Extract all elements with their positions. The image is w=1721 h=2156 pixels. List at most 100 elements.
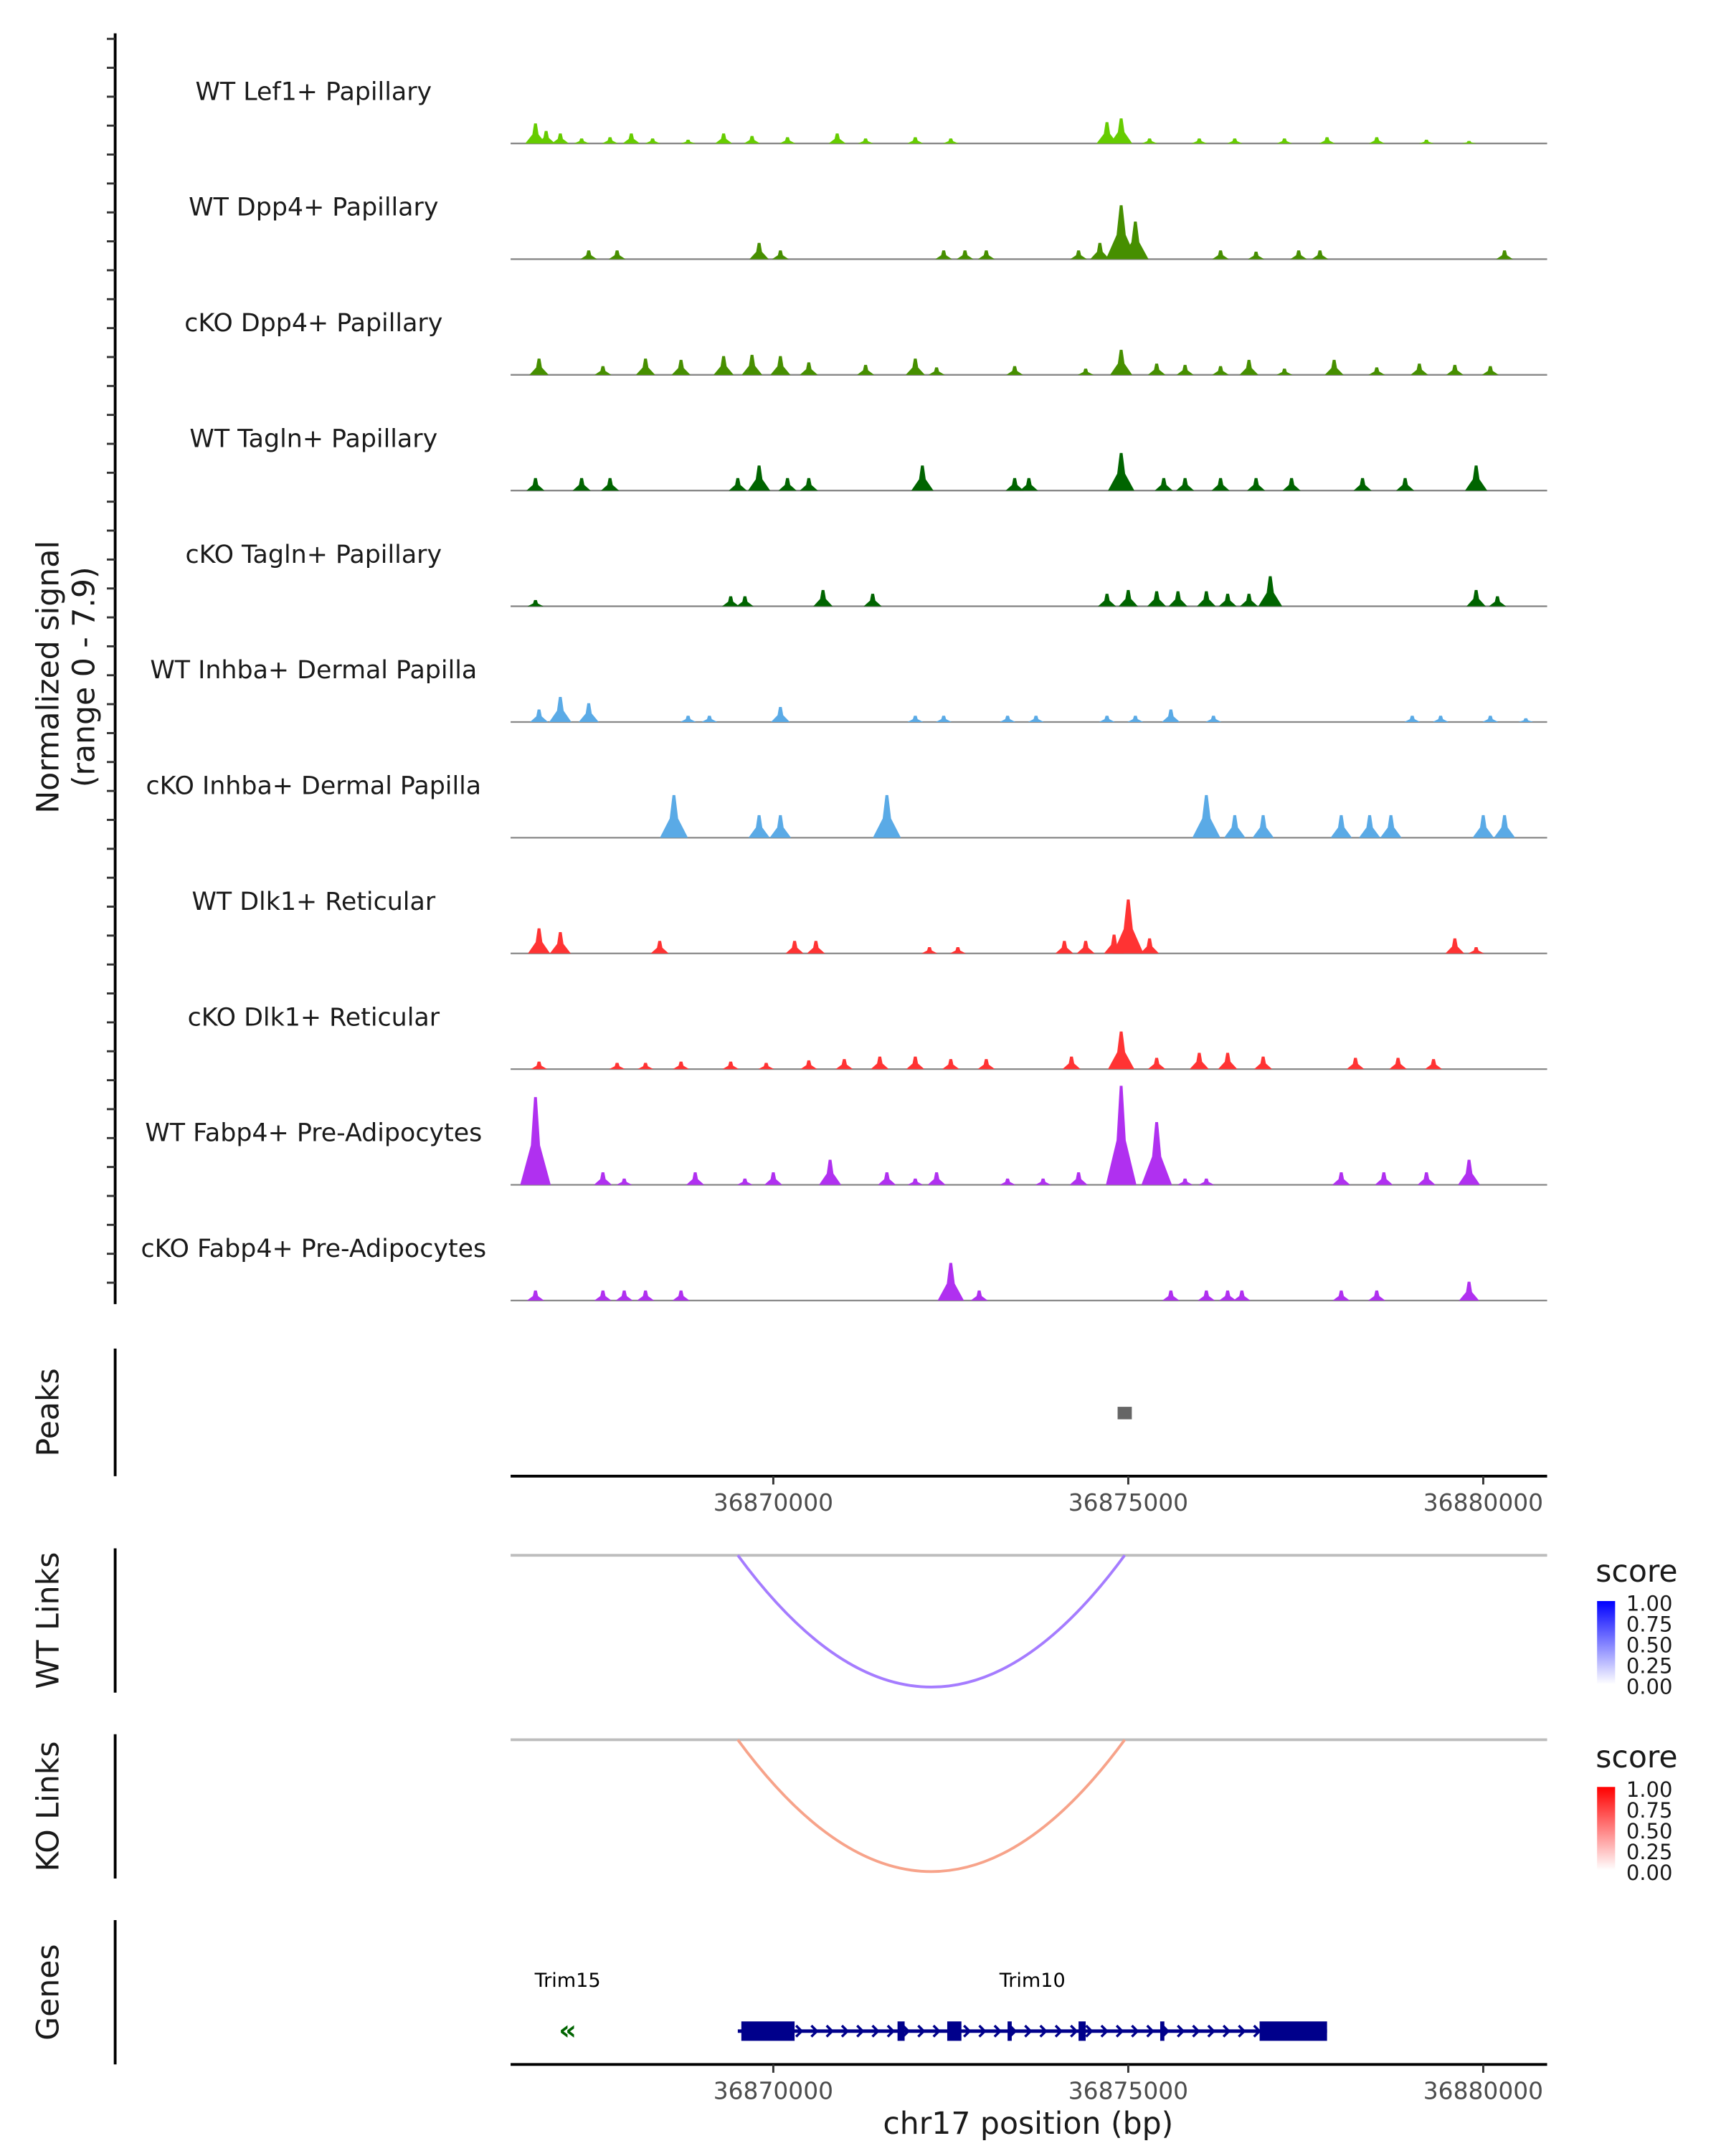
coverage-peak: [937, 1263, 964, 1301]
gene-strand-arrow: [1192, 2024, 1200, 2038]
coverage-peak: [1253, 1056, 1273, 1070]
coverage-peak: [749, 242, 769, 260]
coverage-peak: [807, 941, 825, 954]
legend-tick-label: 0.75: [1626, 1798, 1673, 1823]
coverage-peak: [800, 362, 818, 375]
coverage-peak: [1218, 1053, 1238, 1070]
coverage-track: WT Inhba+ Dermal Papilla: [150, 656, 1547, 723]
coverage-peak: [1368, 137, 1385, 144]
coverage-peak: [713, 356, 734, 375]
genes-track-label: Genes: [30, 1944, 66, 2041]
coverage-peak: [1096, 122, 1118, 144]
coverage-peak: [1375, 1172, 1393, 1185]
coverage-peak: [1248, 251, 1265, 260]
coverage-peak: [1496, 250, 1513, 260]
coverage-peak: [873, 794, 901, 838]
coverage-peak: [594, 1290, 612, 1301]
coverage-peak: [1155, 478, 1173, 491]
x-tick-label: 36875000: [1068, 2077, 1188, 2105]
coverage-peak: [871, 1056, 889, 1070]
coverage-peak: [594, 1172, 612, 1185]
gene-strand-arrow: [917, 2024, 926, 2038]
coverage-peak: [574, 138, 589, 144]
coverage-peak: [580, 250, 597, 260]
coverage-peak: [1110, 349, 1132, 375]
coverage-peak: [660, 794, 688, 838]
coverage-peak: [907, 137, 924, 144]
coverage-peak: [551, 133, 569, 144]
coverage-peak: [1518, 718, 1534, 722]
coverage-peak: [1147, 591, 1167, 607]
coverage-peak: [935, 716, 952, 722]
coverage-peak: [1227, 138, 1243, 144]
track-label: cKO Inhba+ Dermal Papilla: [146, 772, 481, 801]
x-tick-label: 36880000: [1423, 2077, 1543, 2105]
coverage-peak: [671, 359, 691, 375]
coverage-peak: [1139, 938, 1160, 954]
coverage-peak: [1252, 815, 1274, 838]
coverage-peak: [609, 1063, 625, 1070]
coverage-peak: [701, 716, 718, 722]
coverage-peak: [858, 138, 873, 144]
coverage-peak: [1461, 141, 1476, 144]
coverage-peak: [1247, 478, 1266, 491]
coverage-peak: [771, 706, 790, 722]
track-label: WT Dlk1+ Reticular: [191, 888, 435, 916]
gene-strand-arrow: [1238, 2024, 1246, 2038]
coverage-peak: [1070, 250, 1087, 260]
y-axis-title-line2: (range 0 - 7.9): [67, 566, 103, 787]
x-tick-label: 36875000: [1068, 1488, 1188, 1516]
coverage-peak: [1028, 716, 1044, 722]
coverage-peak: [635, 358, 655, 375]
coverage-peak: [549, 696, 572, 722]
coverage-peak: [1312, 250, 1329, 260]
coverage-peak: [949, 946, 966, 954]
y-axis-title: Normalized signal (range 0 - 7.9): [30, 541, 102, 814]
coverage-peak: [779, 137, 796, 144]
x-tick-label: 36870000: [713, 1488, 833, 1516]
coverage-peak: [1168, 591, 1187, 607]
legend-colorbar: [1597, 1600, 1616, 1685]
x-axis-top: 36870000 36875000 36880000: [511, 1474, 1547, 1516]
coverage-peak: [800, 1060, 817, 1070]
coverage-peak: [1110, 118, 1132, 144]
coverage-peak: [977, 1059, 995, 1070]
coverage-peak: [1147, 364, 1166, 375]
legend-tick-label: 0.50: [1626, 1819, 1673, 1843]
gene-strand-icon: «: [559, 2014, 577, 2046]
gene-strand-arrow: [1085, 2024, 1094, 2038]
coverage-peak: [530, 709, 549, 722]
coverage-peak: [1176, 478, 1195, 491]
coverage-peak: [672, 1290, 690, 1301]
coverage-peak: [1055, 941, 1073, 954]
coverage-peak: [1198, 1178, 1215, 1185]
coverage-peak: [943, 138, 959, 144]
coverage-peak: [1141, 1122, 1172, 1185]
coverage-peak: [1276, 138, 1293, 144]
coverage-peak: [1445, 938, 1464, 954]
coverage-peak: [1108, 452, 1134, 491]
gene-strand-arrow: [963, 2024, 972, 2038]
coverage-peak: [736, 1178, 753, 1185]
coverage-peak: [1332, 1172, 1350, 1185]
coverage-peak: [1380, 815, 1402, 838]
coverage-peak: [1432, 716, 1449, 722]
link-track: [511, 1738, 1547, 1874]
coverage-peak: [921, 946, 938, 954]
coverage-peak: [1446, 364, 1464, 375]
wt-links-label: WT Links: [30, 1552, 66, 1689]
gene-strand-arrow: [810, 2024, 819, 2038]
coverage-tracks: WT Lef1+ Papillary WT Dpp4+ Papillary cKO …: [141, 77, 1547, 1302]
coverage-peak: [520, 1097, 551, 1185]
gene-strand-arrow: [1070, 2024, 1078, 2038]
coverage-peak: [529, 358, 549, 375]
gene-label: Trim10: [999, 1970, 1066, 1992]
genes-track: Trim15 « Trim10: [534, 1970, 1327, 2046]
coverage-peak: [785, 941, 804, 954]
coverage-peak: [1482, 716, 1499, 722]
coverage-peak: [1404, 716, 1421, 722]
signal-y-ticks: [106, 37, 115, 1284]
gene-strand-arrow: [993, 2024, 1002, 2038]
